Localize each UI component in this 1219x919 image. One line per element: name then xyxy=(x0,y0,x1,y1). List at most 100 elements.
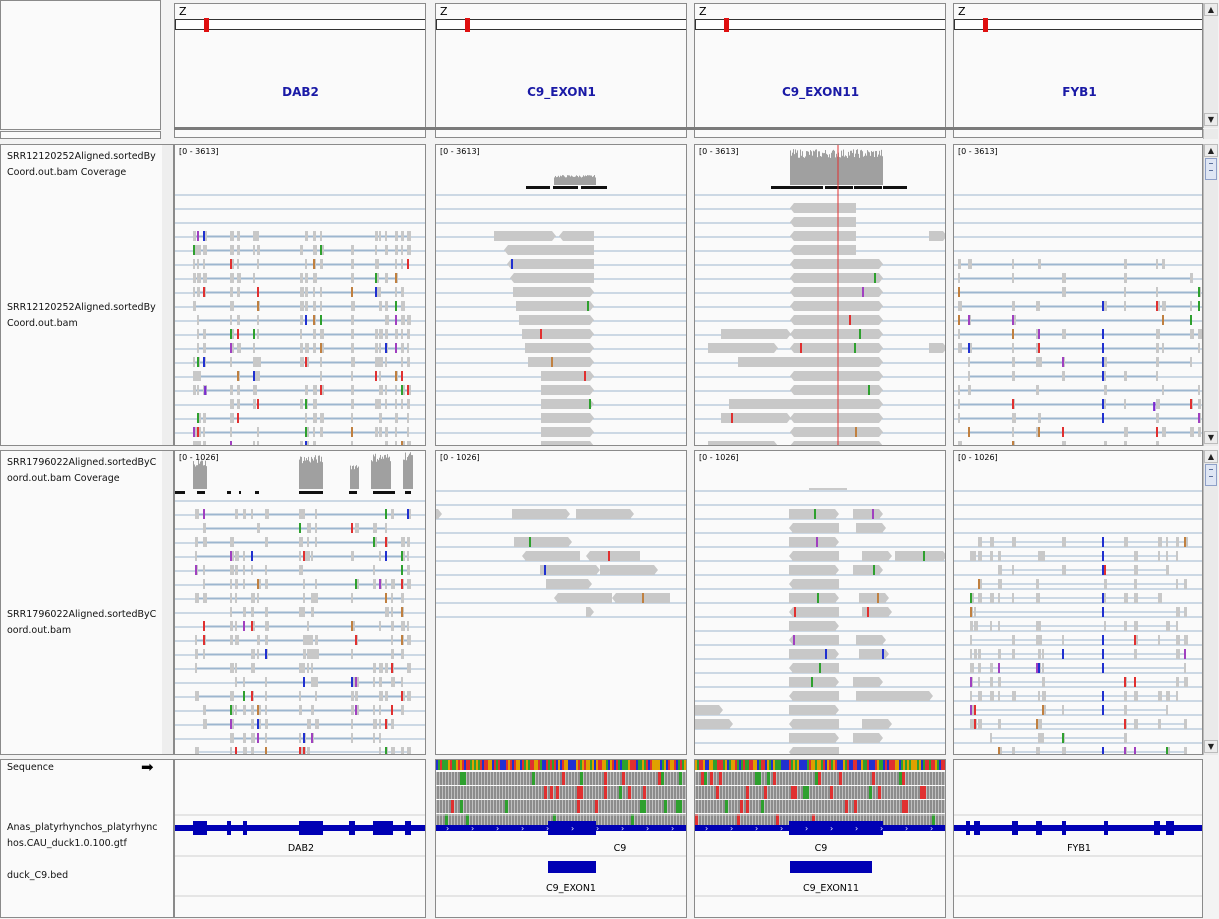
sequence-base xyxy=(699,760,701,770)
read-block xyxy=(251,593,255,603)
chromosome-ideogram[interactable] xyxy=(695,18,945,32)
track-name-sequence[interactable]: Sequence xyxy=(7,762,54,773)
read-block xyxy=(243,733,246,743)
data-panel-bam2-fyb1[interactable]: [0 - 1026] xyxy=(953,450,1203,755)
read-block xyxy=(379,719,381,729)
feature-view[interactable] xyxy=(954,760,1203,918)
up-arrow-icon[interactable]: ▲ xyxy=(1204,144,1218,157)
read-block xyxy=(395,259,397,269)
codon-divider xyxy=(517,786,518,799)
feature-panel-c9-exon1[interactable]: › › › › › › › › › › C9 C9_EXON1 xyxy=(435,759,687,918)
alignment-view[interactable]: I xyxy=(175,145,426,446)
header-strip-scrollbar[interactable] xyxy=(1203,129,1218,139)
header-panel-fyb1[interactable]: Z FYB1 xyxy=(953,3,1203,138)
name-panel-header-strip xyxy=(0,131,161,139)
up-arrow-icon[interactable]: ▲ xyxy=(1204,450,1218,463)
coverage-bar xyxy=(308,456,309,489)
mismatch-mark xyxy=(1156,301,1158,311)
track-name-coverage-1[interactable]: SRR12120252Aligned.sortedByCoord.out.bam… xyxy=(7,151,156,178)
track-name-coverage-2[interactable]: SRR1796022Aligned.sortedByCoord.out.bam … xyxy=(7,457,157,484)
sequence-base xyxy=(897,760,899,770)
data-panel-bam1-c9-exon11[interactable]: [0 - 3613] xyxy=(694,144,946,446)
read-block xyxy=(243,705,246,715)
sequence-base xyxy=(737,760,739,770)
locus-name-fyb1[interactable]: FYB1 xyxy=(1062,85,1097,99)
track-name-alignment-1[interactable]: SRR12120252Aligned.sortedByCoord.out.bam xyxy=(7,302,156,329)
track-name-alignment-2[interactable]: SRR1796022Aligned.sortedByCoord.out.bam xyxy=(7,609,157,636)
read xyxy=(507,259,594,269)
codon-divider xyxy=(490,814,491,827)
feature-view[interactable]: › › › › › › › › › › xyxy=(436,760,687,918)
codon-divider xyxy=(740,786,741,799)
track-name-gtf[interactable]: Anas_platyrhynchos_platyrhynchos.CAU_duc… xyxy=(7,822,158,849)
read-block xyxy=(230,621,233,631)
bam2-scrollbar[interactable]: ▲ ▼ xyxy=(1203,450,1218,755)
read-block xyxy=(1124,259,1127,269)
codon-divider xyxy=(806,814,807,827)
codon-divider xyxy=(634,772,635,785)
header-panel-c9-exon11[interactable]: Z C9_EXON11 xyxy=(694,3,946,138)
data-panel-bam2-dab2[interactable]: [0 - 1026] xyxy=(174,450,426,755)
codon-divider xyxy=(574,786,575,799)
coverage-bar xyxy=(568,175,569,185)
sequence-base xyxy=(544,760,546,770)
data-panel-bam2-c9-exon1[interactable]: [0 - 1026] xyxy=(435,450,687,755)
mismatch-mark xyxy=(257,733,259,743)
data-panel-bam1-dab2[interactable]: [0 - 3613] I xyxy=(174,144,426,446)
mismatch-mark xyxy=(825,649,827,659)
read-block xyxy=(375,427,378,437)
feature-view[interactable] xyxy=(175,760,426,918)
up-arrow-icon[interactable]: ▲ xyxy=(1204,3,1218,16)
mismatch-mark xyxy=(1012,399,1014,409)
chromosome-ideogram[interactable] xyxy=(436,18,686,32)
codon-divider xyxy=(631,800,632,813)
read-block xyxy=(351,593,353,603)
sequence-base xyxy=(773,760,775,770)
header-panel-dab2[interactable]: Z DAB2 xyxy=(174,3,426,138)
bam1-scrollbar[interactable]: ▲ ▼ xyxy=(1203,144,1218,446)
read xyxy=(853,733,883,743)
feature-view[interactable]: › › › › › › › › › › xyxy=(695,760,946,918)
chromosome-ideogram[interactable] xyxy=(175,18,425,32)
data-panel-bam2-c9-exon11[interactable]: [0 - 1026] xyxy=(694,450,946,755)
read-block xyxy=(958,329,960,339)
right-arrow-icon[interactable]: ➡ xyxy=(141,759,154,776)
down-arrow-icon[interactable]: ▼ xyxy=(1204,113,1218,126)
down-arrow-icon[interactable]: ▼ xyxy=(1204,431,1218,444)
read-block xyxy=(1038,747,1040,754)
track-name-bed[interactable]: duck_C9.bed xyxy=(7,870,69,881)
alignment-view[interactable] xyxy=(175,451,426,755)
scroll-thumb[interactable] xyxy=(1205,464,1217,486)
locus-name-c9-exon11[interactable]: C9_EXON11 xyxy=(781,85,860,99)
codon-divider xyxy=(698,814,699,827)
header-scrollbar[interactable]: ▲ ▼ xyxy=(1203,3,1218,128)
codon-divider xyxy=(439,772,440,785)
feature-panel-fyb1[interactable]: FYB1 xyxy=(953,759,1203,918)
codon-mark xyxy=(869,786,872,799)
gene-exon xyxy=(1166,821,1174,835)
scroll-thumb[interactable] xyxy=(1205,158,1217,180)
data-panel-bam1-fyb1[interactable]: [0 - 3613] I xyxy=(953,144,1203,446)
read-block xyxy=(305,259,307,269)
coverage-bar xyxy=(374,456,375,489)
translation-frame xyxy=(695,800,945,813)
feature-panel-c9-exon11[interactable]: › › › › › › › › › › C9 C9_EXON11 xyxy=(694,759,946,918)
sequence-base xyxy=(823,760,825,770)
alignment-view[interactable]: I xyxy=(954,145,1203,446)
chromosome-ideogram[interactable] xyxy=(954,18,1202,32)
alignment-view[interactable] xyxy=(954,451,1203,755)
alignment-view[interactable] xyxy=(436,451,687,755)
down-arrow-icon[interactable]: ▼ xyxy=(1204,740,1218,753)
alignment-view[interactable] xyxy=(695,145,946,446)
locus-name-c9-exon1[interactable]: C9_EXON1 xyxy=(527,85,596,99)
alignment-view[interactable] xyxy=(695,451,946,755)
locus-name-dab2[interactable]: DAB2 xyxy=(282,85,319,99)
data-panel-bam1-c9-exon1[interactable]: [0 - 3613] xyxy=(435,144,687,446)
read-block xyxy=(320,301,322,311)
alignment-view[interactable] xyxy=(436,145,687,446)
read-block xyxy=(1156,357,1159,367)
codon-divider xyxy=(797,800,798,813)
header-panel-c9-exon1[interactable]: Z C9_EXON1 xyxy=(435,3,687,138)
read-block xyxy=(998,691,1000,701)
feature-panel-dab2[interactable]: DAB2 xyxy=(174,759,426,918)
